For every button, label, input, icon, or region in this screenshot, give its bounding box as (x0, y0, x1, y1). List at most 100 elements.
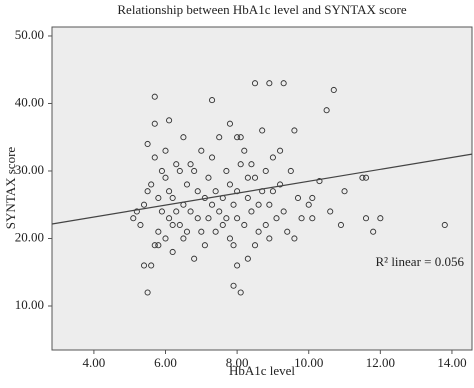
point (140, 201, 148, 208)
point (187, 208, 194, 215)
point (337, 221, 345, 229)
point (251, 80, 259, 87)
x-tick-label: 14.00 (437, 355, 466, 370)
point (291, 127, 298, 134)
point (441, 221, 448, 229)
point (234, 134, 241, 141)
fit-line (51, 153, 473, 225)
point (140, 262, 148, 269)
point (377, 215, 384, 222)
point (226, 120, 234, 127)
point (269, 188, 276, 195)
point (251, 242, 259, 249)
point (183, 181, 191, 188)
point (234, 215, 241, 222)
point (137, 221, 144, 229)
point (173, 208, 180, 215)
point (198, 228, 205, 235)
point (284, 228, 291, 235)
point (251, 174, 259, 181)
point (191, 255, 198, 262)
y-tick-label: 10.00 (15, 297, 44, 312)
point (166, 215, 173, 222)
point (151, 93, 158, 100)
point (180, 235, 187, 242)
point (323, 107, 330, 114)
point (244, 255, 251, 262)
point (205, 174, 212, 181)
point (234, 262, 241, 269)
point (266, 201, 273, 208)
point (209, 201, 216, 208)
annotation: R² linear = 0.056 (376, 254, 465, 269)
point (194, 215, 201, 222)
point (194, 188, 201, 195)
point (155, 242, 162, 249)
point (244, 194, 251, 202)
point (248, 161, 255, 168)
point (169, 221, 176, 229)
point (144, 140, 151, 148)
point (212, 228, 219, 235)
point (176, 221, 183, 229)
point (205, 215, 212, 222)
x-tick-label: 6.00 (154, 355, 177, 370)
point (370, 228, 377, 235)
point (176, 167, 183, 175)
x-axis-label: HbA1c level (229, 363, 295, 378)
point (309, 194, 316, 202)
point (201, 242, 208, 249)
point (241, 221, 248, 229)
point (273, 215, 280, 222)
point (158, 167, 165, 175)
point (294, 194, 302, 202)
point (144, 289, 151, 296)
point (255, 228, 262, 235)
point (162, 174, 169, 181)
point (158, 208, 165, 215)
point (277, 147, 284, 154)
point (144, 188, 151, 195)
point (219, 221, 226, 229)
x-tick-label: 12.00 (366, 355, 395, 370)
point (298, 215, 305, 222)
point (259, 127, 266, 134)
point (237, 289, 244, 296)
point (198, 147, 205, 154)
point (248, 208, 255, 215)
point (148, 181, 155, 188)
point (266, 80, 273, 87)
point (169, 248, 176, 256)
point (226, 235, 234, 242)
point (162, 235, 169, 242)
chart-title: Relationship between HbA1c level and SYN… (117, 2, 406, 17)
point (230, 242, 237, 249)
point (166, 117, 173, 124)
point (330, 86, 337, 94)
y-axis-label: SYNTAX score (3, 147, 18, 230)
point (173, 161, 180, 168)
point (166, 188, 173, 195)
point (316, 178, 323, 185)
point (212, 188, 219, 195)
point (169, 194, 176, 202)
point (266, 235, 273, 242)
x-tick-label: 4.00 (83, 355, 106, 370)
y-tick-label: 50.00 (15, 27, 44, 42)
point (359, 174, 366, 181)
point (180, 134, 187, 141)
point (237, 134, 244, 141)
point (309, 215, 316, 222)
point (151, 242, 158, 249)
point (148, 262, 155, 269)
point (187, 161, 194, 168)
point (362, 215, 370, 222)
point (162, 147, 169, 154)
point (280, 80, 287, 87)
point (341, 188, 348, 195)
point (230, 201, 237, 208)
point (216, 134, 223, 141)
point (209, 97, 216, 104)
point (277, 181, 284, 188)
point (191, 167, 198, 175)
